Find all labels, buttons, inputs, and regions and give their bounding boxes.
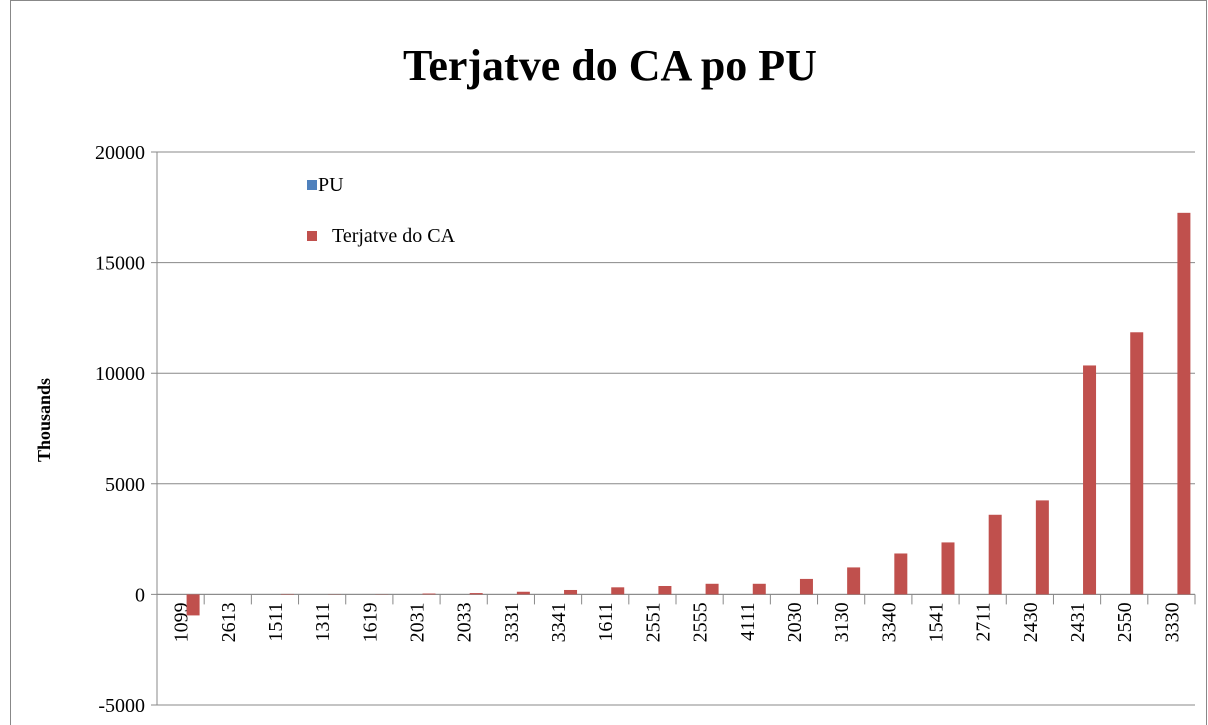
y-axis-label: Thousands <box>34 378 54 462</box>
bar <box>799 578 813 595</box>
x-tick-label: 2711 <box>973 602 995 641</box>
x-tick-label: 2555 <box>690 602 712 642</box>
legend-key <box>307 180 317 190</box>
bar <box>941 542 955 595</box>
y-tick-label: 5000 <box>105 474 145 496</box>
bar <box>1177 212 1191 595</box>
x-tick-label: 2613 <box>218 602 240 642</box>
bar <box>469 593 483 595</box>
bar <box>705 583 719 595</box>
legend-label: PU <box>318 174 344 196</box>
x-tick-label: 3130 <box>831 602 853 642</box>
x-tick-label: 2030 <box>784 602 806 642</box>
x-tick-label: 3340 <box>878 602 900 642</box>
legend-key <box>307 231 317 241</box>
bar <box>988 514 1002 595</box>
bar <box>1035 500 1049 595</box>
bar <box>894 553 908 595</box>
x-tick-label: 2551 <box>642 602 664 642</box>
x-tick-label: 2033 <box>454 602 476 642</box>
bar <box>186 594 200 616</box>
bar <box>1130 332 1144 595</box>
bar <box>611 587 625 595</box>
y-tick-label: 10000 <box>95 363 145 385</box>
bar <box>847 567 861 595</box>
x-tick-label: 1311 <box>312 602 334 641</box>
x-tick-label: 2550 <box>1114 602 1136 642</box>
x-tick-label: 4111 <box>737 602 759 641</box>
y-tick-label: 20000 <box>95 142 145 164</box>
legend-label: Terjatve do CA <box>332 225 456 247</box>
y-tick-label: 15000 <box>95 253 145 275</box>
bar <box>564 589 578 595</box>
x-tick-label: 3341 <box>548 602 570 642</box>
bar <box>1083 365 1097 595</box>
x-tick-label: 2430 <box>1020 602 1042 642</box>
y-tick-label: -5000 <box>98 695 145 717</box>
y-tick-label: 0 <box>135 584 145 606</box>
bar <box>516 591 530 595</box>
chart-title: Terjatve do CA po PU <box>403 41 817 90</box>
bar <box>752 583 766 595</box>
x-tick-label: 3330 <box>1161 602 1183 642</box>
x-tick-label: 1619 <box>359 602 381 642</box>
bar <box>658 585 672 595</box>
x-tick-label: 1611 <box>595 602 617 641</box>
x-tick-label: 1511 <box>265 602 287 641</box>
x-tick-label: 3331 <box>501 602 523 642</box>
x-tick-label: 2431 <box>1067 602 1089 642</box>
bar <box>422 593 436 595</box>
x-tick-label: 2031 <box>407 602 429 642</box>
x-tick-label: 1541 <box>926 602 948 642</box>
chart-border <box>10 0 1207 725</box>
